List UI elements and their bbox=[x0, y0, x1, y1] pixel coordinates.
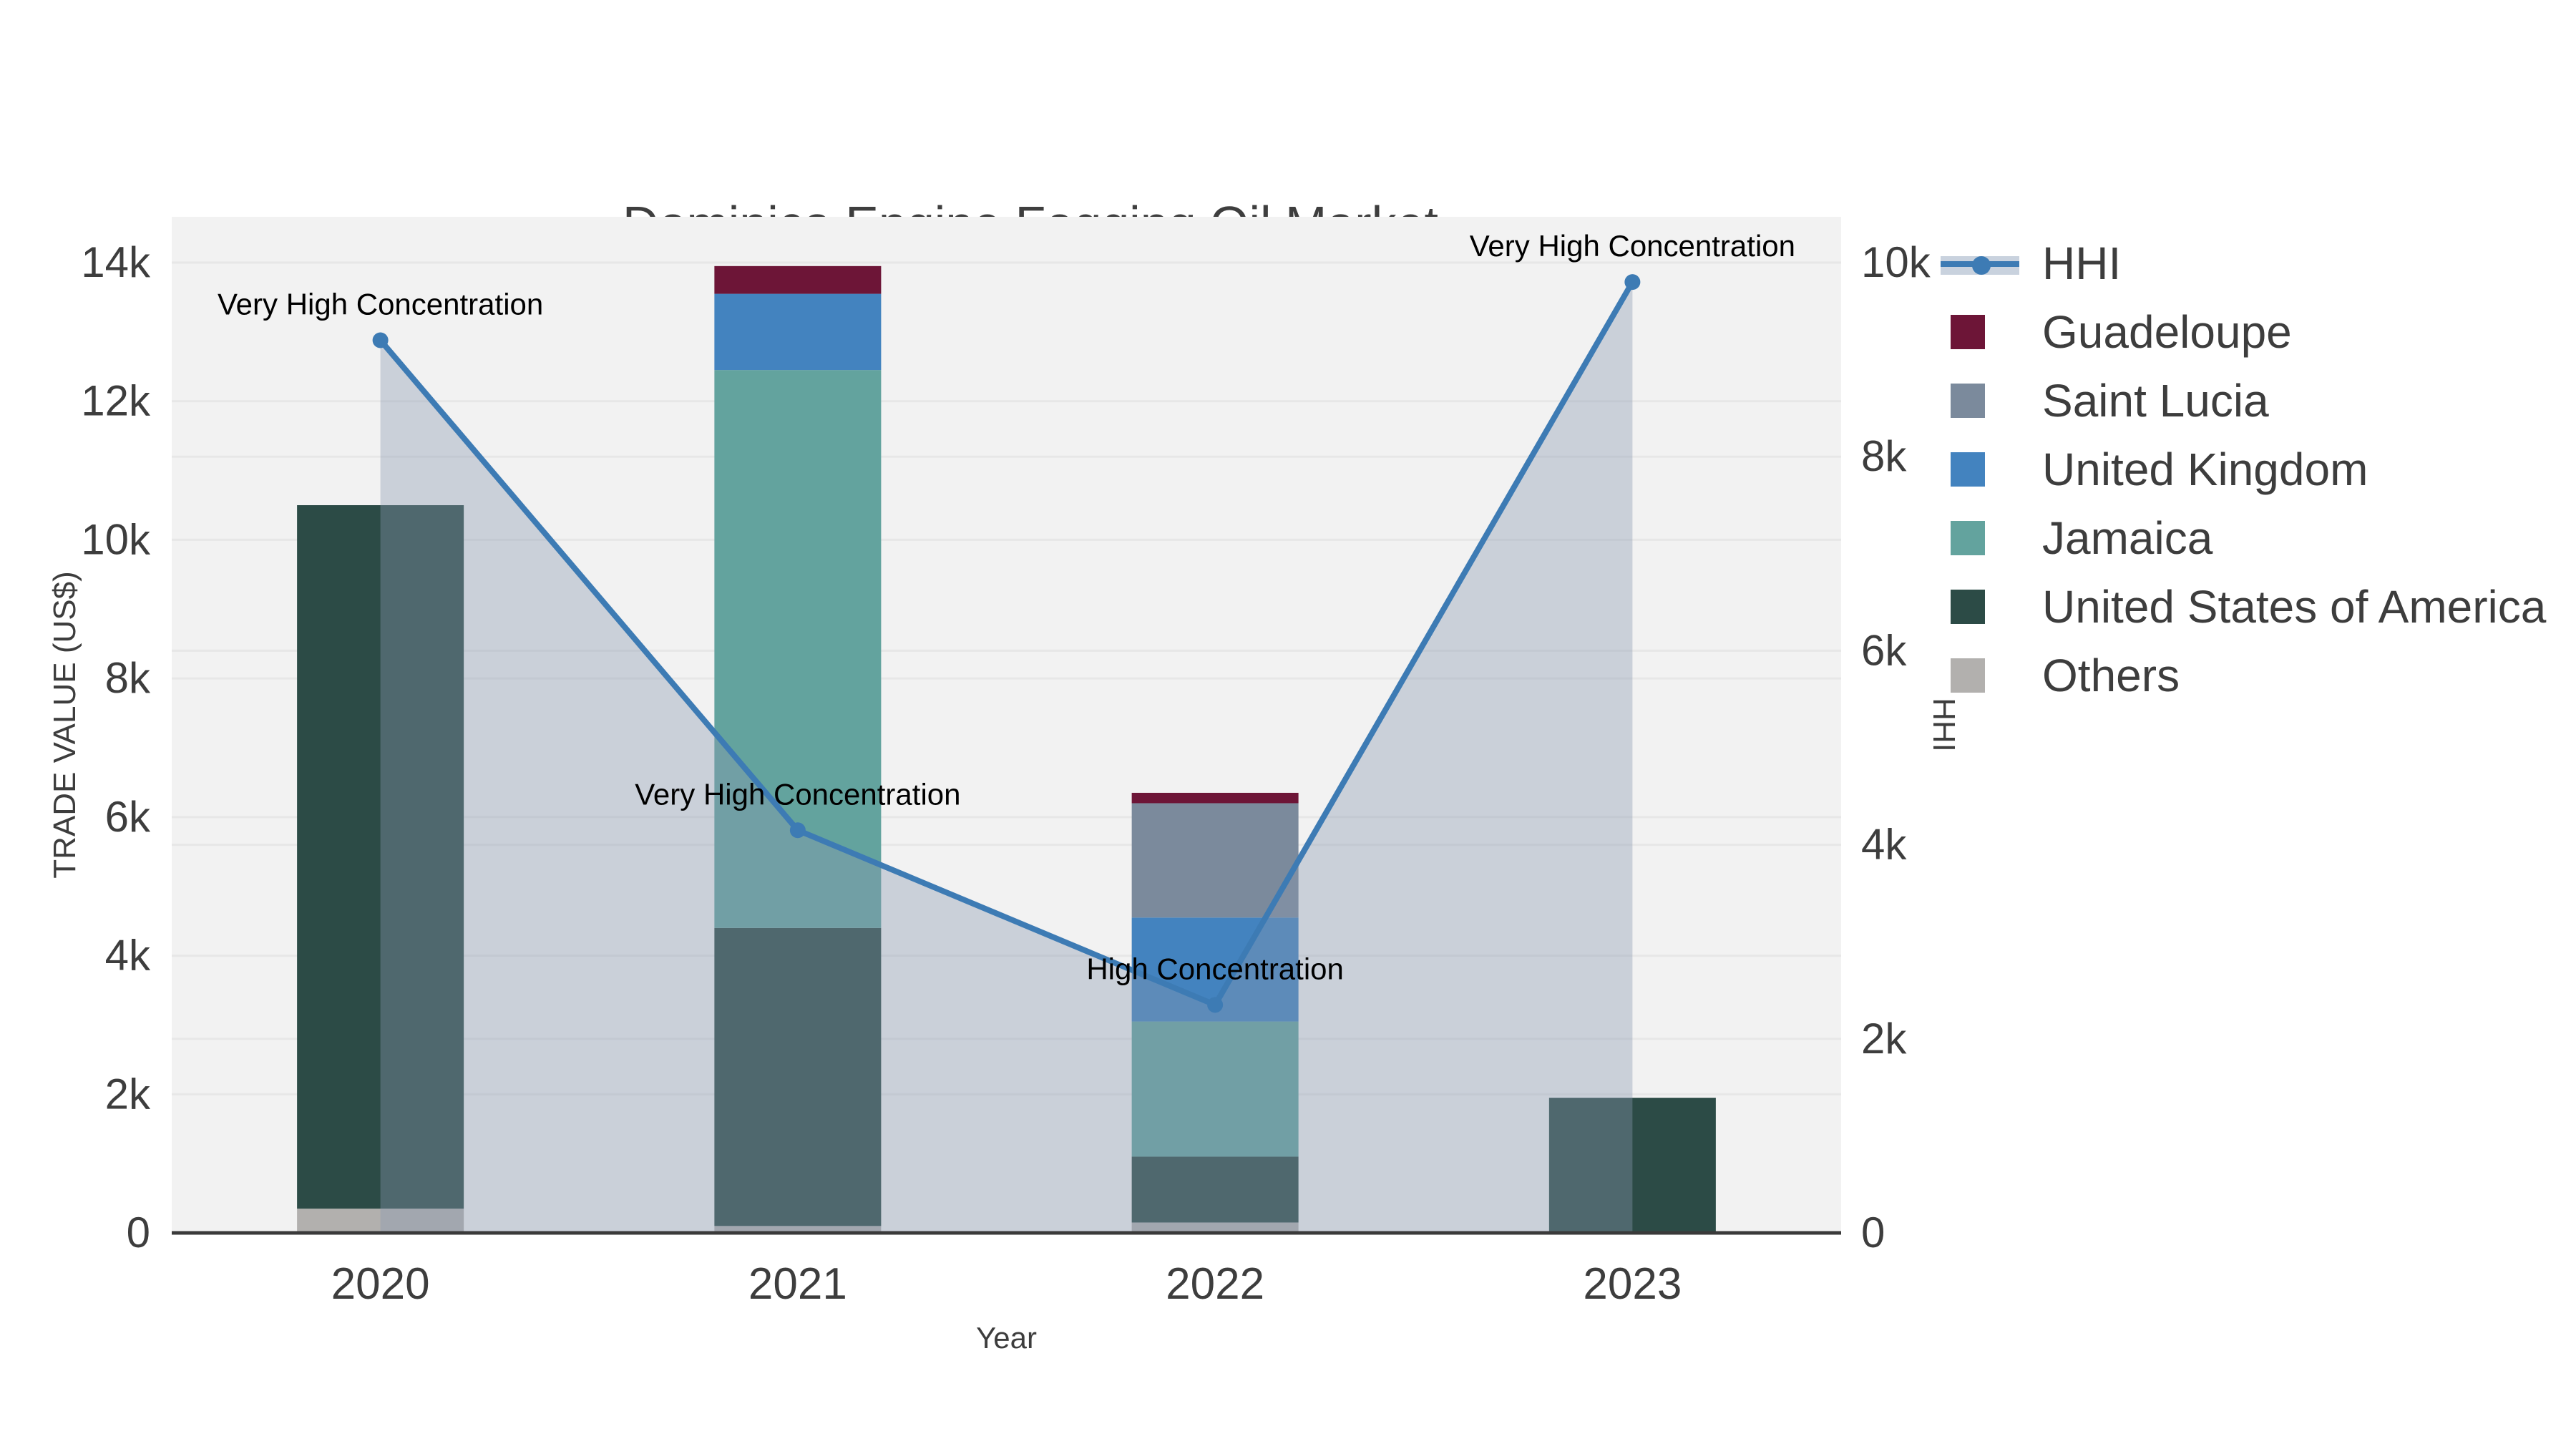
y-right-tick-label: 10k bbox=[1861, 238, 1931, 286]
y-right-tick-label: 6k bbox=[1861, 626, 1907, 674]
y-right-tick-label: 0 bbox=[1861, 1209, 1885, 1257]
legend-label: Jamaica bbox=[2042, 512, 2213, 564]
bar-segment-united-kingdom[interactable] bbox=[714, 293, 882, 371]
legend: HHI Guadeloupe Saint Lucia United Kingdom Ja… bbox=[1941, 229, 2546, 710]
legend-color-swatch-icon bbox=[1951, 315, 1985, 349]
legend-label: United Kingdom bbox=[2042, 444, 2368, 495]
y-right-tick-label: 2k bbox=[1861, 1015, 1907, 1063]
legend-swatch-slot bbox=[1941, 452, 2026, 487]
legend-swatch-slot bbox=[1941, 658, 2026, 693]
hhi-marker-glyph bbox=[1972, 256, 1991, 275]
hhi-point[interactable] bbox=[789, 822, 806, 839]
annotation-label: Very High Concentration bbox=[218, 287, 543, 321]
bar-segment-guadeloupe[interactable] bbox=[1131, 792, 1299, 804]
y-left-tick-label: 4k bbox=[105, 932, 151, 980]
legend-item-saint-lucia[interactable]: Saint Lucia bbox=[1941, 366, 2546, 435]
bar-segment-others[interactable] bbox=[297, 1209, 464, 1233]
annotation-label: Very High Concentration bbox=[635, 777, 960, 811]
legend-color-swatch-icon bbox=[1951, 384, 1985, 418]
legend-item-jamaica[interactable]: Jamaica bbox=[1941, 504, 2546, 572]
bar-segment-united-states-of-america[interactable] bbox=[1548, 1098, 1716, 1233]
bar-segment-saint-lucia[interactable] bbox=[1131, 803, 1299, 918]
hhi-point[interactable] bbox=[1207, 997, 1224, 1013]
x-tick-label: 2022 bbox=[1166, 1259, 1264, 1309]
bar-segment-united-states-of-america[interactable] bbox=[714, 927, 882, 1226]
legend-label: HHI bbox=[2042, 238, 2122, 289]
y-right-tick-label: 4k bbox=[1861, 821, 1907, 869]
legend-swatch-slot bbox=[1941, 315, 2026, 349]
x-tick-label: 2020 bbox=[331, 1259, 430, 1309]
legend-item-guadeloupe[interactable]: Guadeloupe bbox=[1941, 298, 2546, 366]
y-left-tick-label: 14k bbox=[81, 238, 151, 286]
bar-segment-guadeloupe[interactable] bbox=[714, 265, 882, 294]
x-tick-label: 2023 bbox=[1583, 1259, 1682, 1309]
bar-segment-others[interactable] bbox=[714, 1226, 882, 1233]
x-tick-label: 2021 bbox=[748, 1259, 847, 1309]
legend-label: Others bbox=[2042, 650, 2180, 701]
legend-item-united-kingdom[interactable]: United Kingdom bbox=[1941, 435, 2546, 504]
legend-swatch-slot bbox=[1941, 590, 2026, 624]
hhi-line-swatch-icon bbox=[1941, 246, 2019, 280]
y-left-tick-label: 0 bbox=[127, 1209, 150, 1257]
x-axis-title: Year bbox=[976, 1321, 1037, 1355]
legend-item-hhi[interactable]: HHI bbox=[1941, 229, 2546, 298]
annotation-label: High Concentration bbox=[1086, 952, 1344, 985]
bar-segment-jamaica[interactable] bbox=[1131, 1021, 1299, 1157]
hhi-point[interactable] bbox=[1624, 274, 1641, 291]
y-left-tick-label: 8k bbox=[105, 654, 151, 702]
bar-segment-others[interactable] bbox=[1131, 1222, 1299, 1233]
hhi-line bbox=[378, 280, 1635, 1009]
y-left-tick-label: 12k bbox=[81, 377, 151, 425]
legend-color-swatch-icon bbox=[1951, 658, 1985, 693]
legend-item-others[interactable]: Others bbox=[1941, 641, 2546, 710]
bar-segment-united-states-of-america[interactable] bbox=[297, 505, 464, 1209]
bar-segment-united-states-of-america[interactable] bbox=[1131, 1156, 1299, 1223]
legend-color-swatch-icon bbox=[1951, 452, 1985, 487]
legend-label: United States of America bbox=[2042, 581, 2547, 633]
y-right-axis-title: HHI bbox=[1926, 698, 1961, 752]
legend-color-swatch-icon bbox=[1951, 590, 1985, 624]
y-left-tick-label: 6k bbox=[105, 793, 151, 841]
y-left-tick-label: 2k bbox=[105, 1070, 151, 1118]
hhi-area-fill bbox=[380, 282, 1633, 1233]
hhi-point[interactable] bbox=[372, 332, 389, 348]
legend-label: Guadeloupe bbox=[2042, 306, 2292, 358]
annotation-label: Very High Concentration bbox=[1470, 229, 1795, 263]
legend-label: Saint Lucia bbox=[2042, 375, 2269, 426]
legend-swatch-slot bbox=[1941, 246, 2026, 280]
y-right-tick-label: 8k bbox=[1861, 432, 1907, 480]
legend-item-united-states-of-america[interactable]: United States of America bbox=[1941, 572, 2546, 641]
legend-swatch-slot bbox=[1941, 521, 2026, 555]
legend-color-swatch-icon bbox=[1951, 521, 1985, 555]
legend-swatch-slot bbox=[1941, 384, 2026, 418]
y-left-tick-label: 10k bbox=[81, 515, 151, 563]
y-left-axis-title: TRADE VALUE (US$) bbox=[47, 571, 82, 879]
